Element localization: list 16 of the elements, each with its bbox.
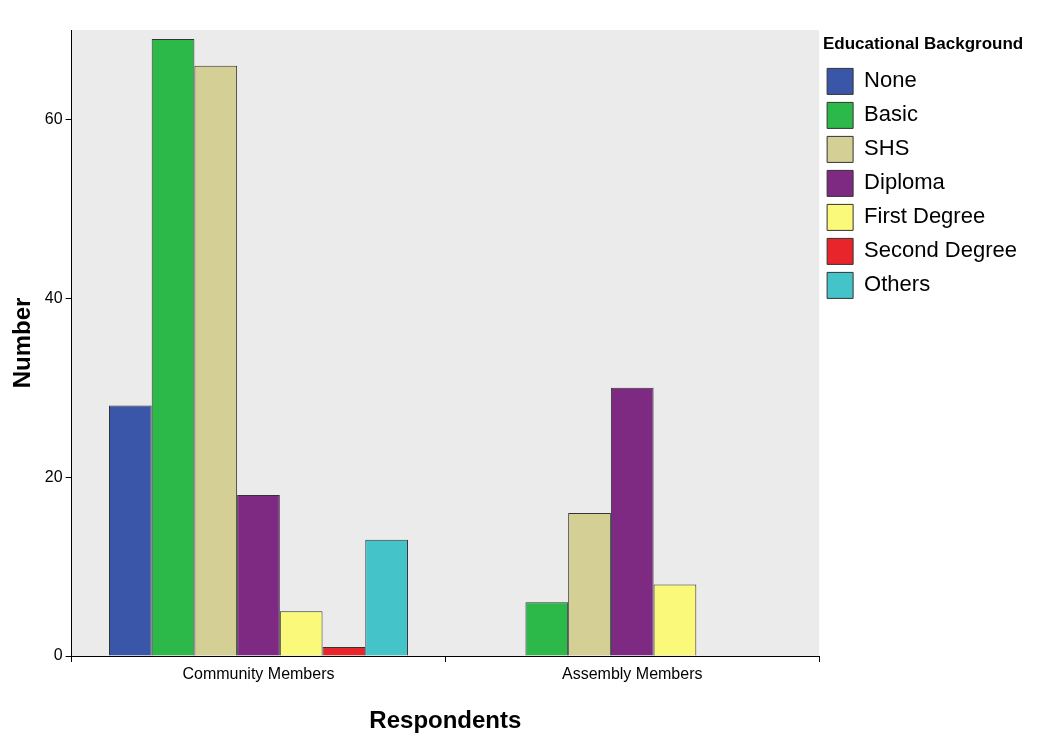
legend-label: Second Degree	[864, 237, 1018, 263]
legend-label: Basic	[864, 101, 918, 127]
y-tick-label: 0	[53, 646, 63, 664]
legend-label: None	[864, 67, 917, 93]
legend-label: Others	[864, 271, 931, 297]
legend-label: SHS	[864, 135, 910, 161]
y-tick-label: 60	[44, 109, 63, 127]
legend-label: Diploma	[864, 169, 946, 195]
legend-label: First Degree	[864, 203, 986, 229]
y-axis-title: Number	[8, 297, 36, 389]
y-tick-label: 20	[44, 467, 63, 485]
y-tick-label: 40	[44, 288, 63, 306]
legend-title: Educational Background	[822, 34, 1024, 54]
x-tick-label: Community Members	[182, 665, 335, 683]
x-axis-title: Respondents	[369, 706, 522, 734]
x-tick-label: Assembly Members	[561, 665, 703, 683]
